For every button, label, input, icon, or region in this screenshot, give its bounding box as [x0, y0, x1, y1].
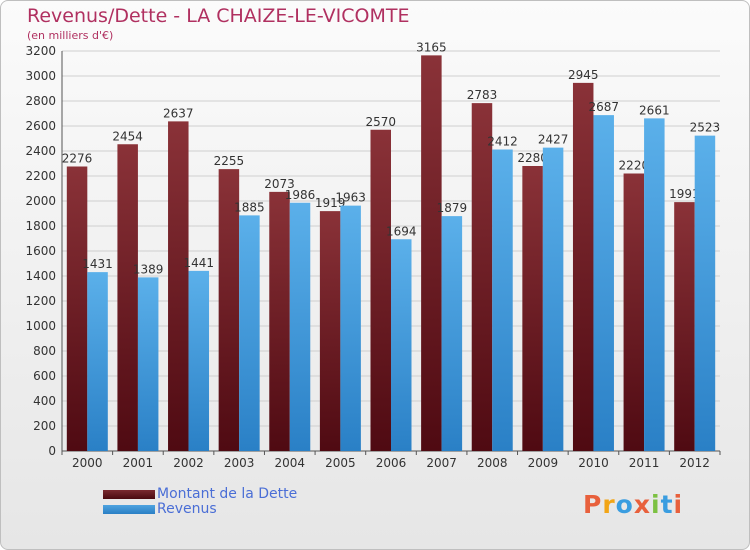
data-label-dette: 2454 [112, 129, 143, 143]
data-label-dette: 2280 [517, 151, 548, 165]
legend-label-dette: Montant de la Dette [157, 486, 298, 502]
x-tick-label: 2008 [477, 456, 508, 470]
bar-dette [572, 82, 594, 451]
proxiti-logo: Proxiti [583, 490, 684, 519]
data-label-dette: 2255 [214, 154, 245, 168]
y-tick-label: 1800 [25, 219, 56, 233]
x-tick-label: 2005 [325, 456, 356, 470]
y-tick-label: 3200 [25, 44, 56, 58]
data-label-dette: 2276 [62, 152, 93, 166]
data-label-dette: 1919 [315, 196, 346, 210]
bar-dette [269, 191, 290, 451]
chart-title: Revenus/Dette - LA CHAIZE-LE-VICOMTE [27, 5, 410, 27]
bar-revenus [542, 147, 564, 451]
chart-subtitle: (en milliers d'€) [27, 29, 114, 42]
x-tick-label: 2011 [629, 456, 660, 470]
bar-dette [522, 166, 543, 451]
y-tick-label: 2200 [25, 169, 56, 183]
x-tick-label: 2006 [376, 456, 407, 470]
bar-dette [421, 55, 442, 451]
y-tick-label: 600 [33, 369, 56, 383]
data-label-dette: 2073 [264, 177, 295, 191]
bar-revenus [289, 202, 311, 451]
bar-revenus [644, 118, 665, 451]
data-label-revenus: 1986 [285, 188, 316, 202]
bar-revenus [391, 239, 412, 451]
data-label-revenus: 1885 [234, 200, 265, 214]
legend-label-revenus: Revenus [157, 501, 217, 517]
bar-revenus [239, 215, 260, 451]
x-tick-label: 2003 [224, 456, 255, 470]
y-tick-label: 2800 [25, 94, 56, 108]
legend-swatch-dette [103, 490, 155, 499]
data-label-dette: 2570 [365, 115, 396, 129]
bar-revenus [188, 270, 210, 451]
data-label-revenus: 1879 [437, 201, 468, 215]
data-label-revenus: 2523 [690, 121, 721, 135]
data-label-dette: 2220 [619, 159, 650, 173]
x-tick-label: 2004 [274, 456, 305, 470]
y-tick-label: 2400 [25, 144, 56, 158]
y-tick-label: 2000 [25, 194, 56, 208]
data-label-dette: 1991 [669, 187, 700, 201]
bar-dette [117, 144, 138, 451]
bar-dette [319, 211, 341, 451]
bar-revenus [340, 205, 361, 451]
data-label-revenus: 2661 [639, 103, 670, 117]
data-label-dette: 2783 [467, 88, 498, 102]
y-tick-label: 1000 [25, 319, 56, 333]
bar-revenus [87, 272, 108, 451]
x-tick-label: 2012 [679, 456, 710, 470]
bar-revenus [492, 149, 513, 451]
data-label-revenus: 1441 [184, 256, 215, 270]
data-label-revenus: 1431 [82, 257, 113, 271]
data-label-dette: 2637 [163, 106, 194, 120]
x-tick-label: 2010 [578, 456, 609, 470]
data-label-revenus: 2427 [538, 133, 569, 147]
bar-dette [66, 166, 88, 451]
bar-revenus [137, 277, 159, 451]
x-tick-label: 2007 [426, 456, 457, 470]
data-label-dette: 2945 [568, 68, 599, 82]
bar-dette [674, 202, 695, 451]
y-tick-label: 1400 [25, 269, 56, 283]
y-tick-label: 1600 [25, 244, 56, 258]
x-tick-label: 2002 [173, 456, 204, 470]
data-label-revenus: 1389 [133, 262, 164, 276]
data-label-revenus: 1694 [386, 224, 417, 238]
y-tick-label: 3000 [25, 69, 56, 83]
data-label-revenus: 2687 [588, 100, 619, 114]
data-label-revenus: 1963 [335, 191, 366, 205]
y-tick-label: 200 [33, 419, 56, 433]
bar-dette [370, 129, 391, 451]
y-tick-label: 2600 [25, 119, 56, 133]
y-tick-label: 1200 [25, 294, 56, 308]
x-tick-label: 2009 [528, 456, 559, 470]
y-tick-label: 0 [48, 444, 56, 458]
bar-dette [471, 103, 493, 451]
bar-revenus [593, 115, 614, 451]
legend-swatch-revenus [103, 505, 155, 514]
bar-revenus [441, 216, 463, 451]
bar-dette [218, 169, 240, 451]
x-tick-label: 2001 [123, 456, 154, 470]
bar-dette [623, 173, 645, 451]
bar-dette [168, 121, 189, 451]
data-label-revenus: 2412 [487, 135, 518, 149]
x-tick-label: 2000 [72, 456, 103, 470]
y-tick-label: 800 [33, 344, 56, 358]
data-label-dette: 3165 [416, 40, 447, 54]
bar-revenus [694, 135, 716, 451]
y-tick-label: 400 [33, 394, 56, 408]
